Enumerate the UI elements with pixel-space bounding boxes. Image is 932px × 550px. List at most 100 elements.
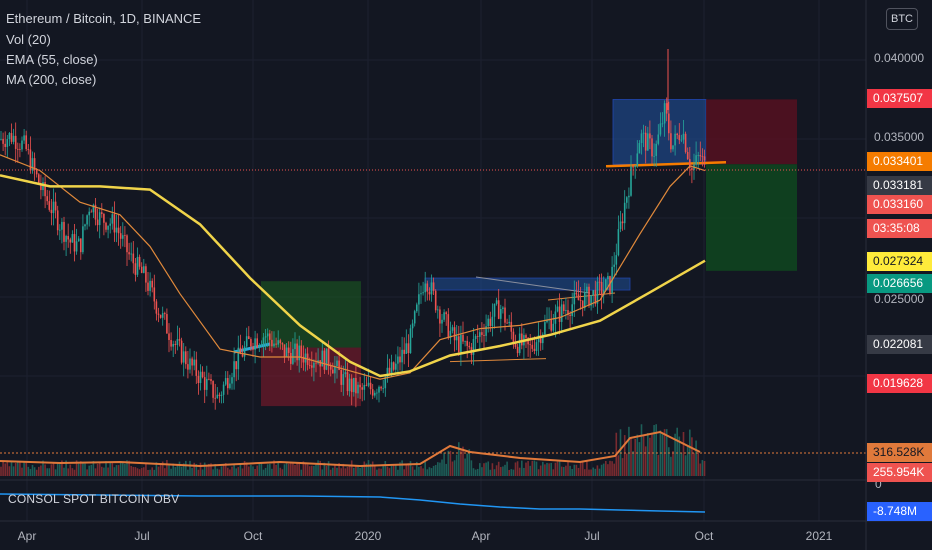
legend-vol[interactable]: Vol (20) xyxy=(6,32,51,47)
candle-body xyxy=(96,219,99,226)
currency-button[interactable]: BTC xyxy=(886,8,918,30)
ma200-line xyxy=(0,174,706,378)
volume-bar xyxy=(27,466,30,476)
legend-ma[interactable]: MA (200, close) xyxy=(6,72,97,87)
price-tag-last-close: 0.033181 xyxy=(867,176,932,195)
candle-body xyxy=(420,293,422,295)
candle-body xyxy=(77,238,80,242)
volume-bar xyxy=(313,465,315,476)
candle-body xyxy=(296,343,298,361)
volume-bar xyxy=(40,465,42,476)
candle-body xyxy=(430,282,433,295)
candle-body xyxy=(521,333,523,346)
volume-bar xyxy=(109,462,111,476)
volume-bar xyxy=(422,468,424,476)
support-trend-line xyxy=(449,358,547,363)
volume-bar xyxy=(44,464,46,476)
obv-indicator-label[interactable]: CONSOL SPOT BITCOIN OBV xyxy=(8,492,180,506)
candle-body xyxy=(21,140,23,150)
volume-bar xyxy=(17,461,19,476)
volume-bar xyxy=(306,464,309,476)
legend-symbol[interactable]: Ethereum / Bitcoin, 1D, BINANCE xyxy=(6,11,202,26)
volume-bar xyxy=(636,434,639,476)
volume-bar xyxy=(54,469,57,476)
candle-body xyxy=(628,195,630,198)
volume-bar xyxy=(539,465,542,476)
volume-bar xyxy=(128,460,130,476)
volume-bar xyxy=(554,462,557,476)
time-tick: Jul xyxy=(134,529,150,543)
candle-body xyxy=(537,335,540,343)
candle-body xyxy=(329,365,332,370)
candle-body xyxy=(119,233,122,239)
volume-bar xyxy=(413,469,416,476)
candle-body xyxy=(63,221,65,242)
volume-bar xyxy=(260,462,263,476)
candle-body xyxy=(581,300,584,309)
volume-bar xyxy=(138,469,141,476)
candle-body xyxy=(321,350,324,367)
candle-body xyxy=(287,347,290,353)
volume-bar xyxy=(292,462,294,476)
candle-body xyxy=(12,135,15,142)
volume-bar xyxy=(80,461,82,476)
volume-bar xyxy=(376,469,378,476)
volume-bar xyxy=(409,461,412,476)
volume-bar xyxy=(281,469,284,476)
candle-body xyxy=(445,312,447,315)
candle-body xyxy=(428,291,431,295)
candle-body xyxy=(617,229,620,256)
candle-body xyxy=(266,333,269,337)
candle-body xyxy=(8,133,11,140)
candle-body xyxy=(680,139,683,141)
volume-bar xyxy=(451,461,454,476)
volume-bar xyxy=(596,465,599,476)
candle-body xyxy=(565,310,567,311)
candle-body xyxy=(422,292,424,294)
volume-bar xyxy=(500,467,502,476)
candle-body xyxy=(405,343,408,354)
volume-bar xyxy=(61,460,63,476)
volume-bar xyxy=(56,463,59,476)
volume-bar xyxy=(14,463,17,476)
volume-bar xyxy=(216,468,219,476)
volume-bar xyxy=(632,451,634,476)
candle-body xyxy=(600,281,603,296)
volume-bar xyxy=(502,466,504,476)
candle-body xyxy=(203,377,206,390)
volume-bar xyxy=(101,466,103,476)
volume-bar xyxy=(29,468,32,476)
candle-body xyxy=(640,133,643,144)
candle-body xyxy=(359,384,361,388)
volume-bar xyxy=(527,461,529,476)
candle-body xyxy=(0,138,2,140)
volume-bar xyxy=(220,466,223,476)
candle-body xyxy=(487,318,489,327)
volume-bar xyxy=(338,462,340,476)
candle-body xyxy=(117,227,120,234)
time-tick: Oct xyxy=(243,529,263,543)
volume-bar xyxy=(437,462,439,476)
candle-body xyxy=(71,234,74,243)
time-tick: 2021 xyxy=(805,529,833,543)
candle-body xyxy=(195,359,198,376)
legend-ema[interactable]: EMA (55, close) xyxy=(6,52,98,67)
candle-body xyxy=(348,378,351,392)
volume-bar xyxy=(523,467,525,476)
volume-bar xyxy=(428,467,431,476)
candle-body xyxy=(665,103,668,114)
candle-body xyxy=(153,287,156,302)
volume-bar xyxy=(529,465,531,476)
candle-body xyxy=(403,349,405,354)
candle-body xyxy=(647,133,649,151)
volume-bar xyxy=(88,465,90,476)
candle-body xyxy=(613,264,615,267)
volume-bar xyxy=(371,461,374,476)
candle-body xyxy=(409,328,412,354)
volume-bar xyxy=(96,463,99,476)
candle-body xyxy=(500,308,502,319)
volume-bar xyxy=(302,461,305,476)
volume-bar xyxy=(235,468,237,476)
price-tag-stop: 0.037507 xyxy=(867,89,932,108)
